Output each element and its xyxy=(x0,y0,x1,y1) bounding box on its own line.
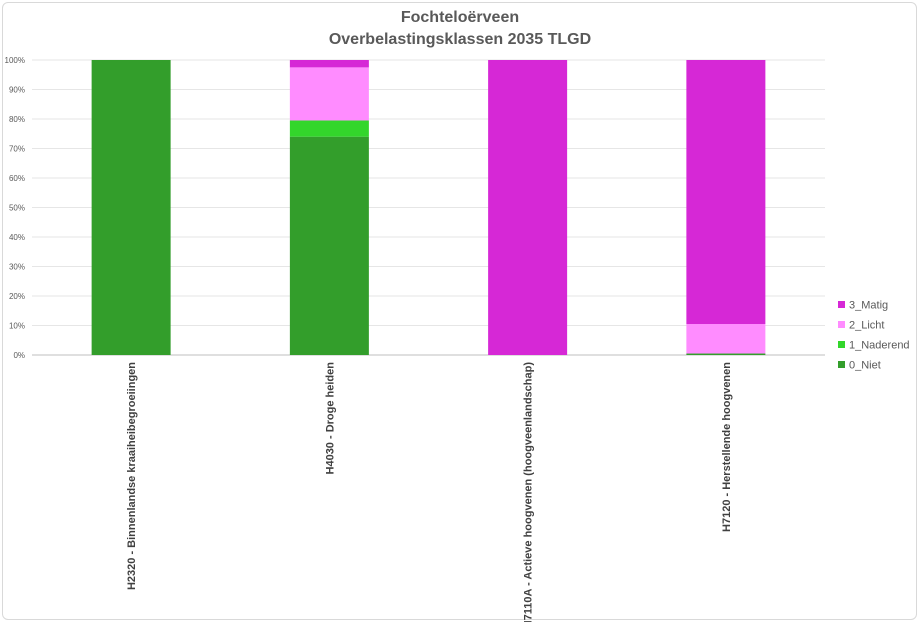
y-tick-label: 80% xyxy=(9,115,25,124)
bar-segment-2-licht xyxy=(686,324,766,354)
bar-segment-3-matig xyxy=(289,60,369,68)
bar-segment-0-niet xyxy=(289,136,369,355)
y-tick-label: 10% xyxy=(9,322,25,331)
legend-swatch xyxy=(838,321,845,328)
bar-segment-3-matig xyxy=(686,60,766,325)
chart-subtitle: Overbelastingsklassen 2035 TLGD xyxy=(329,31,591,48)
bar-segment-1-naderend xyxy=(289,120,369,137)
x-category-label: H7110A - Actieve hoogvenen (hoogveenland… xyxy=(523,362,535,622)
bar-segment-0-niet xyxy=(686,353,766,355)
chart-title: Fochteloërveen xyxy=(401,9,519,26)
bar-segment-0-niet xyxy=(91,60,171,355)
y-tick-label: 90% xyxy=(9,86,25,95)
x-axis-category-labels: H2320 - Binnenlandse kraaiheibegroeiinge… xyxy=(126,362,733,622)
x-category-label: H7120 - Herstellende hoogvenen xyxy=(721,362,733,532)
x-category-label: H4030 - Droge heiden xyxy=(324,362,336,475)
legend-swatch xyxy=(838,301,845,308)
y-tick-label: 100% xyxy=(5,56,25,65)
y-tick-label: 40% xyxy=(9,233,25,242)
legend-label: 0_Niet xyxy=(849,360,881,372)
legend-label: 2_Licht xyxy=(849,320,884,332)
y-tick-label: 30% xyxy=(9,263,25,272)
legend-label: 3_Matig xyxy=(849,300,888,312)
legend: 3_Matig 2_Licht 1_Naderend 0_Niet xyxy=(838,300,910,372)
legend-swatch xyxy=(838,361,845,368)
y-axis-tick-labels: 0% 10% 20% 30% 40% 50% 60% 70% 80% 90% 100% xyxy=(5,56,25,360)
legend-label: 1_Naderend xyxy=(849,340,910,352)
y-tick-label: 0% xyxy=(13,351,25,360)
bar-segment-3-matig xyxy=(488,60,568,355)
legend-swatch xyxy=(838,341,845,348)
y-tick-label: 20% xyxy=(9,292,25,301)
x-category-label: H2320 - Binnenlandse kraaiheibegroeiinge… xyxy=(126,362,138,590)
bars xyxy=(91,60,766,355)
y-tick-label: 50% xyxy=(9,204,25,213)
y-tick-label: 60% xyxy=(9,174,25,183)
bar-segment-2-licht xyxy=(289,67,369,121)
y-tick-label: 70% xyxy=(9,145,25,154)
